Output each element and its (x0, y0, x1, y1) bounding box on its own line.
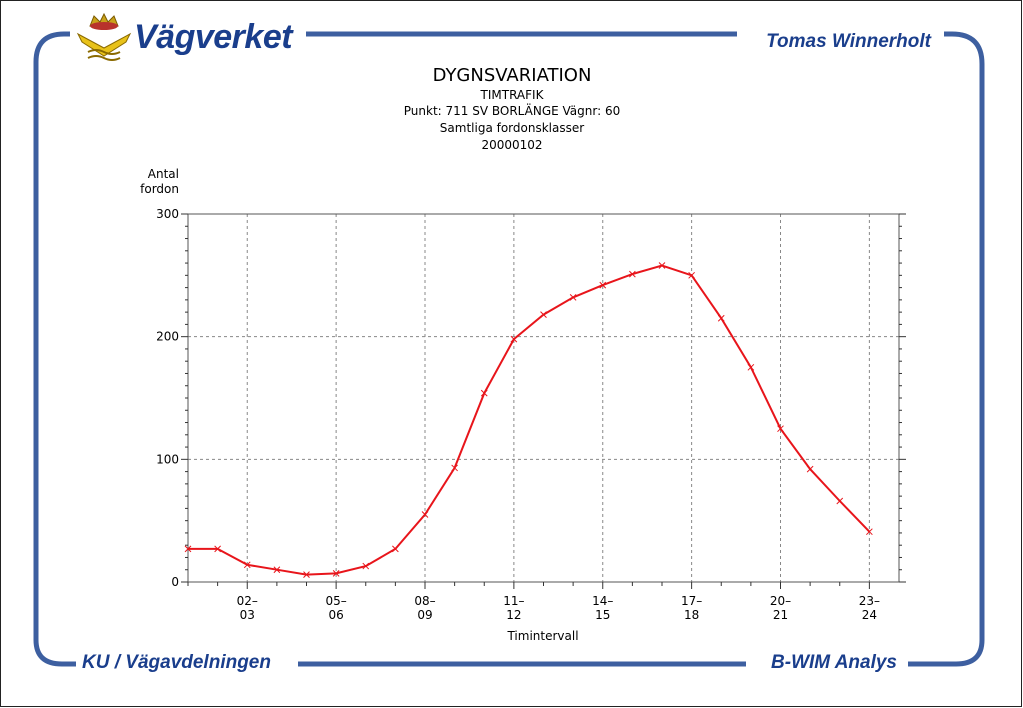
chart-subtitle-3: Samtliga fordonsklasser (440, 121, 584, 135)
x-axis-label: Timintervall (506, 629, 578, 643)
data-point (629, 270, 636, 278)
data-point (184, 545, 192, 553)
chart-title: DYGNSVARIATION (433, 65, 592, 86)
data-point (540, 311, 547, 318)
data-point (836, 497, 844, 505)
chart-subtitle-2: Punkt: 711 SV BORLÄNGE Vägnr: 60 (404, 103, 620, 118)
y-tick-label: 0 (171, 575, 179, 589)
x-tick-label-top: 08– (414, 594, 435, 608)
x-tick-label-top: 17– (681, 594, 702, 608)
data-point (866, 528, 873, 536)
x-tick-label-bottom: 18 (684, 608, 699, 622)
data-point (658, 262, 666, 269)
x-tick-label-top: 05– (325, 594, 346, 608)
x-tick-label-bottom: 21 (773, 608, 788, 622)
data-point (688, 271, 695, 279)
x-tick-label-bottom: 15 (595, 608, 610, 622)
data-point (273, 566, 281, 574)
chart-subtitle-4: 20000102 (481, 138, 542, 152)
data-point (599, 281, 607, 289)
crown-logo-icon (76, 12, 132, 61)
author-name: Tomas Winnerholt (766, 31, 931, 52)
chart-subtitle-1: TIMTRAFIK (480, 88, 545, 102)
y-axis-label-line-2: fordon (140, 182, 179, 196)
footer-right-label: B-WIM Analys (771, 652, 897, 673)
x-tick-label-top: 11– (503, 594, 524, 608)
data-point (243, 561, 251, 569)
data-point (451, 464, 458, 472)
data-point (421, 511, 429, 518)
series-line (188, 264, 871, 576)
data-point (392, 545, 399, 553)
y-axis-label-line-1: Antal (148, 167, 179, 181)
x-tick-label-bottom: 24 (862, 608, 877, 622)
data-point (480, 389, 488, 397)
x-tick-label-top: 23– (859, 594, 880, 608)
data-point (569, 294, 577, 301)
y-tick-label: 300 (156, 207, 179, 221)
data-point (806, 465, 814, 473)
y-tick-label: 200 (156, 330, 179, 344)
data-point (214, 545, 221, 553)
data-point (510, 335, 518, 343)
data-point (717, 314, 725, 322)
x-tick-label-bottom: 03 (240, 608, 255, 622)
data-point (303, 571, 310, 578)
x-tick-label-bottom: 12 (506, 608, 521, 622)
data-point (747, 363, 755, 371)
y-tick-label: 100 (156, 452, 179, 466)
brand-title: Vägverket (134, 18, 293, 56)
plot-area: 0 100 200 300 02–03 05–06 08–09 11–12 14–15 17–18… (156, 207, 906, 622)
x-tick-label-top: 14– (592, 594, 613, 608)
plot-border (187, 213, 900, 583)
data-point (777, 425, 784, 433)
x-tick-label-bottom: 09 (417, 608, 432, 622)
x-tick-label-top: 02– (237, 594, 258, 608)
footer-left-label: KU / Vägavdelningen (82, 652, 271, 673)
x-tick-label-top: 20– (770, 594, 791, 608)
data-point (332, 570, 340, 577)
x-tick-label-bottom: 06 (328, 608, 343, 622)
data-point (362, 562, 370, 570)
